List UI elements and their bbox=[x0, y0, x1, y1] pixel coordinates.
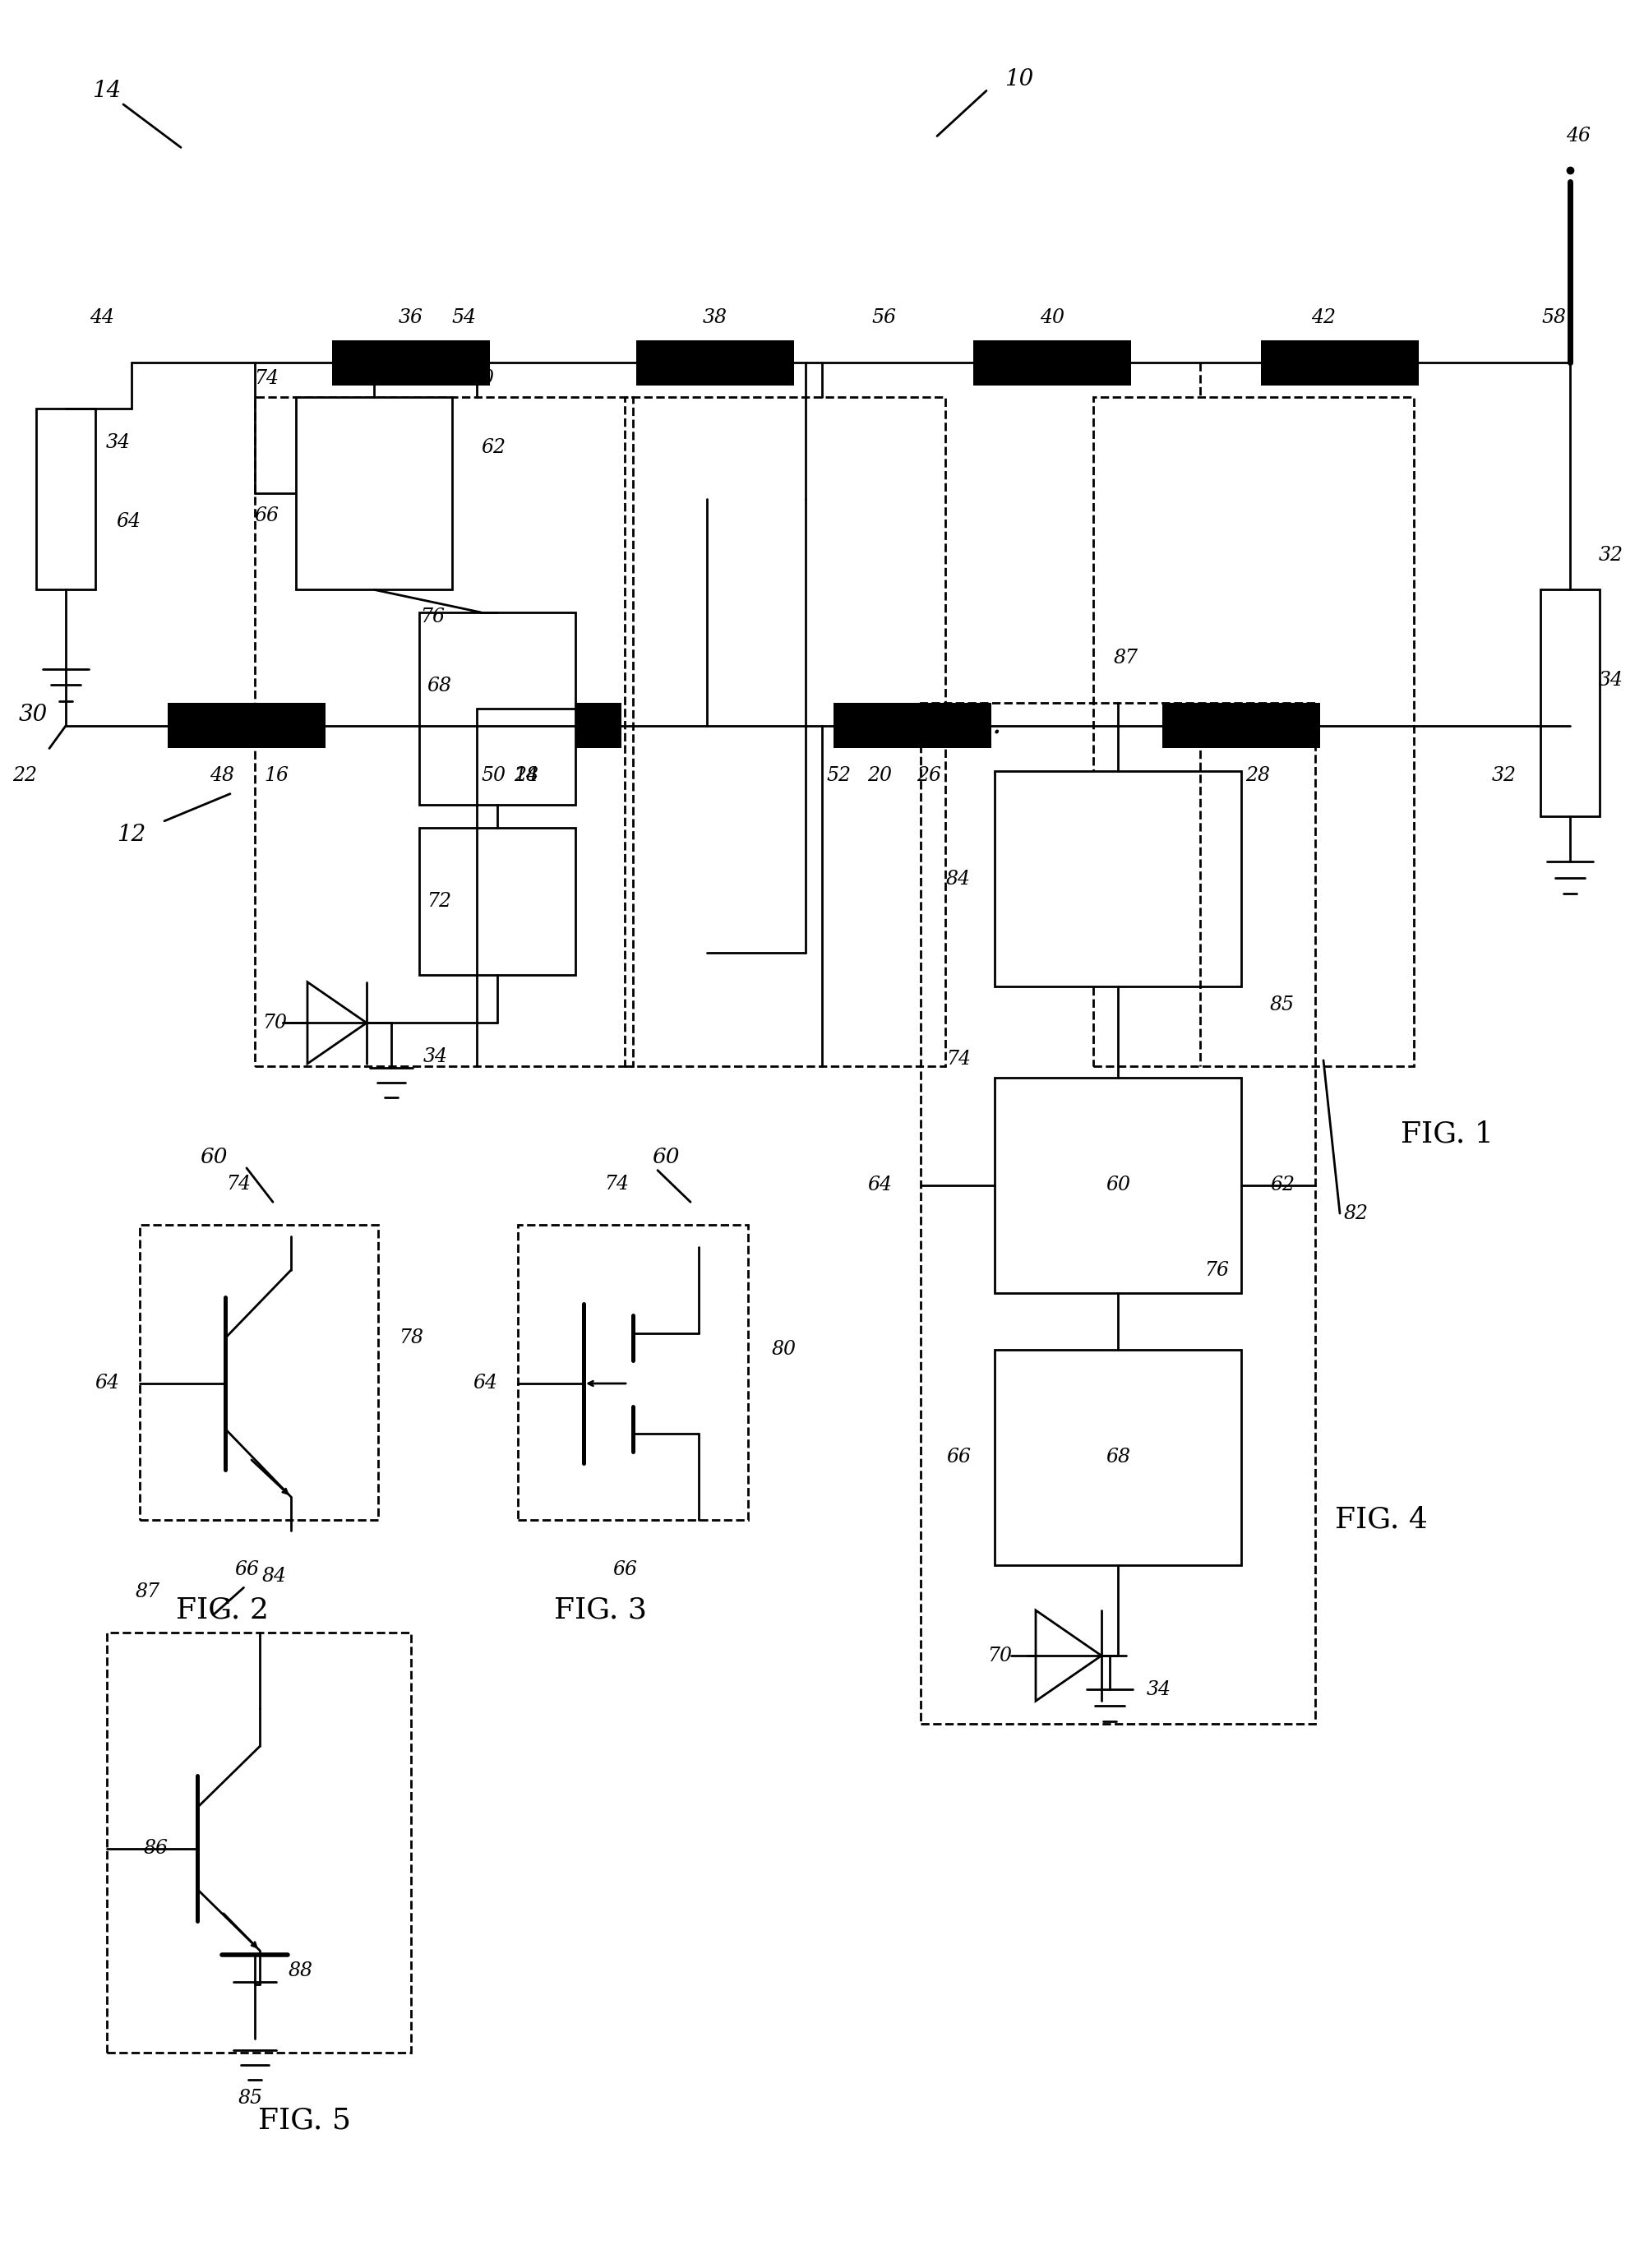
Text: 66: 66 bbox=[253, 506, 279, 526]
Text: 16: 16 bbox=[263, 767, 288, 785]
Bar bbox=[995, 1077, 1241, 1293]
Text: 50: 50 bbox=[480, 767, 506, 785]
Text: 70: 70 bbox=[986, 1647, 1013, 1665]
Text: 44: 44 bbox=[89, 308, 115, 327]
Text: 66: 66 bbox=[947, 1447, 970, 1467]
Text: 54: 54 bbox=[1276, 728, 1299, 746]
Text: 74: 74 bbox=[947, 1050, 970, 1068]
Text: 34: 34 bbox=[1148, 1681, 1172, 1699]
Text: 40: 40 bbox=[1041, 308, 1065, 327]
Text: 30: 30 bbox=[18, 703, 48, 726]
Text: 66: 66 bbox=[235, 1560, 260, 1579]
Text: 54: 54 bbox=[450, 308, 477, 327]
Bar bbox=[255, 397, 633, 1066]
Text: 10: 10 bbox=[1004, 68, 1034, 91]
Text: FIG. 3: FIG. 3 bbox=[554, 1597, 646, 1624]
Text: 76: 76 bbox=[1203, 1261, 1230, 1279]
Bar bbox=[419, 828, 575, 975]
Text: 74: 74 bbox=[227, 1175, 250, 1193]
Bar bbox=[36, 408, 95, 590]
Text: 60: 60 bbox=[653, 1145, 679, 1168]
Bar bbox=[636, 340, 794, 386]
Text: 36: 36 bbox=[398, 308, 424, 327]
Text: 24: 24 bbox=[513, 767, 539, 785]
Bar bbox=[995, 771, 1241, 987]
Text: 68: 68 bbox=[427, 676, 450, 696]
Text: 84: 84 bbox=[261, 1567, 286, 1585]
Text: FIG. 2: FIG. 2 bbox=[176, 1597, 268, 1624]
Text: 62: 62 bbox=[482, 438, 506, 458]
Text: 32: 32 bbox=[1491, 767, 1516, 785]
Bar bbox=[973, 340, 1131, 386]
Text: 66: 66 bbox=[612, 1560, 638, 1579]
Text: 34: 34 bbox=[1598, 671, 1624, 689]
Text: 12: 12 bbox=[117, 823, 146, 846]
Text: 88: 88 bbox=[289, 1962, 312, 1980]
Text: 28: 28 bbox=[1246, 767, 1269, 785]
Bar bbox=[1162, 703, 1320, 748]
Text: 68: 68 bbox=[1105, 1447, 1129, 1467]
Bar bbox=[995, 1349, 1241, 1565]
Bar bbox=[419, 612, 575, 805]
Text: 70: 70 bbox=[261, 1014, 286, 1032]
Text: 64: 64 bbox=[868, 1175, 891, 1195]
Text: 38: 38 bbox=[704, 308, 727, 327]
Text: 60: 60 bbox=[201, 1145, 227, 1168]
Text: 74: 74 bbox=[605, 1175, 628, 1193]
Bar bbox=[332, 340, 490, 386]
Bar bbox=[1261, 340, 1419, 386]
Text: FIG. 4: FIG. 4 bbox=[1335, 1506, 1427, 1533]
Text: 62: 62 bbox=[1269, 1175, 1295, 1195]
Text: 64: 64 bbox=[95, 1374, 118, 1393]
Text: 20: 20 bbox=[868, 767, 891, 785]
Text: 85: 85 bbox=[1269, 996, 1295, 1014]
Text: 78: 78 bbox=[398, 1329, 424, 1347]
Bar bbox=[140, 1225, 378, 1520]
Text: 76: 76 bbox=[421, 608, 444, 626]
Text: 22: 22 bbox=[13, 767, 36, 785]
Bar bbox=[834, 703, 991, 748]
Bar bbox=[1540, 590, 1600, 816]
Text: 48: 48 bbox=[210, 767, 235, 785]
Text: 87: 87 bbox=[1113, 649, 1138, 667]
Bar bbox=[107, 1633, 411, 2053]
Text: 34: 34 bbox=[424, 1048, 447, 1066]
Text: 52: 52 bbox=[827, 767, 852, 785]
Text: 72: 72 bbox=[427, 891, 450, 912]
Text: 58: 58 bbox=[1542, 308, 1565, 327]
Text: 87: 87 bbox=[135, 1583, 161, 1601]
Text: 60: 60 bbox=[470, 370, 495, 388]
Text: 18: 18 bbox=[513, 767, 538, 785]
Text: 14: 14 bbox=[92, 79, 122, 102]
Bar bbox=[296, 397, 452, 590]
Bar bbox=[168, 703, 326, 748]
Bar bbox=[1093, 397, 1414, 1066]
Text: 64: 64 bbox=[115, 513, 141, 531]
Text: FIG. 1: FIG. 1 bbox=[1401, 1120, 1493, 1148]
Text: 60: 60 bbox=[1105, 1175, 1129, 1195]
Text: 42: 42 bbox=[1310, 308, 1335, 327]
Text: 56: 56 bbox=[871, 308, 896, 327]
Text: FIG. 5: FIG. 5 bbox=[258, 2107, 350, 2134]
Text: 64: 64 bbox=[473, 1374, 496, 1393]
Bar bbox=[625, 397, 945, 1066]
Bar bbox=[464, 703, 621, 748]
Text: 86: 86 bbox=[145, 1839, 169, 1857]
Text: 32: 32 bbox=[1598, 547, 1624, 565]
Text: 82: 82 bbox=[1345, 1204, 1369, 1222]
Text: 84: 84 bbox=[947, 869, 970, 889]
Bar bbox=[921, 703, 1315, 1724]
Text: 85: 85 bbox=[238, 2089, 263, 2107]
Text: 80: 80 bbox=[773, 1340, 797, 1359]
Text: . . .: . . . bbox=[955, 712, 1001, 739]
Text: 74: 74 bbox=[253, 370, 279, 388]
Text: 46: 46 bbox=[1565, 127, 1591, 145]
Text: 26: 26 bbox=[917, 767, 942, 785]
Bar bbox=[518, 1225, 748, 1520]
Text: 34: 34 bbox=[107, 433, 132, 451]
